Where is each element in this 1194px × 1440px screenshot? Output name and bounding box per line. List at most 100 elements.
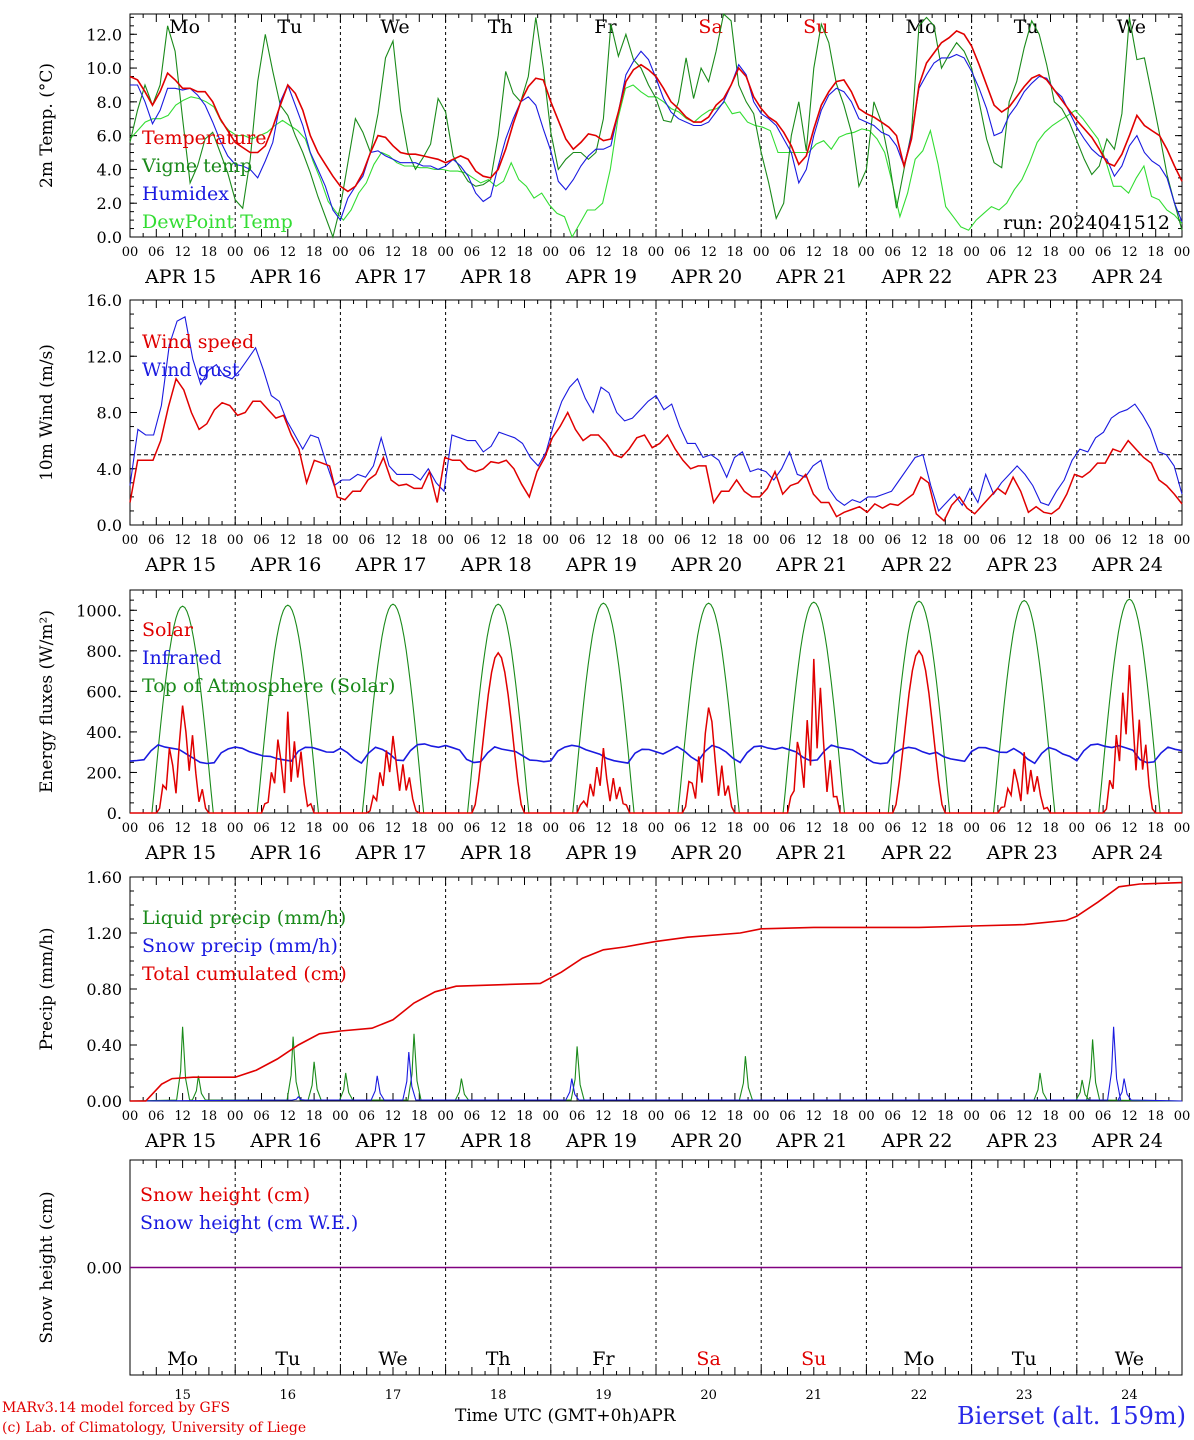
hour-tick-label: 00	[437, 533, 454, 548]
hour-tick-label: 18	[832, 245, 849, 260]
y-tick-label: 0.00	[86, 1092, 122, 1111]
date-label: APR 18	[460, 554, 532, 576]
hour-tick-label: 06	[148, 1109, 165, 1124]
time-axis-label: Time UTC (GMT+0h)APR	[455, 1406, 676, 1426]
hour-tick-label: 06	[990, 245, 1007, 260]
date-label: APR 20	[670, 1130, 742, 1152]
date-label: APR 21	[775, 266, 847, 288]
hour-tick-label: 18	[411, 821, 428, 836]
legend-entry: DewPoint Temp	[142, 211, 293, 233]
day-label-bottom: Th	[486, 1348, 511, 1370]
hour-tick-label: 00	[648, 245, 665, 260]
hour-tick-label: 12	[806, 1109, 823, 1124]
hour-tick-label: 12	[385, 245, 402, 260]
hour-tick-label: 12	[806, 533, 823, 548]
legend-entry: Snow height (cm W.E.)	[140, 1212, 358, 1234]
hour-tick-label: 06	[1095, 1109, 1112, 1124]
hour-tick-label: 06	[674, 821, 691, 836]
day-number-label: 15	[174, 1388, 191, 1400]
hour-tick-label: 12	[806, 821, 823, 836]
date-label: APR 24	[1091, 842, 1163, 864]
hour-tick-label: 12	[174, 821, 191, 836]
hour-tick-label: 00	[122, 1109, 139, 1124]
hour-tick-label: 18	[832, 1109, 849, 1124]
hour-tick-label: 00	[122, 245, 139, 260]
hour-tick-label: 06	[569, 821, 586, 836]
hour-tick-label: 12	[490, 1109, 507, 1124]
day-number-label: 22	[911, 1388, 928, 1400]
date-label: APR 20	[670, 842, 742, 864]
hour-tick-label: 00	[332, 245, 349, 260]
date-label: APR 16	[249, 554, 321, 576]
date-label: APR 19	[565, 842, 637, 864]
hour-tick-label: 18	[1147, 245, 1164, 260]
date-label: APR 21	[775, 842, 847, 864]
hour-tick-label: 06	[358, 245, 375, 260]
month-label: APR	[639, 1406, 676, 1426]
hour-tick-label: 00	[227, 245, 244, 260]
hour-tick-label: 18	[727, 245, 744, 260]
hour-tick-label: 06	[884, 533, 901, 548]
hour-tick-label: 18	[937, 533, 954, 548]
date-label: APR 21	[775, 554, 847, 576]
legend-entry: Solar	[142, 619, 194, 641]
legend-entry: Humidex	[142, 183, 229, 205]
y-tick-label: 0.40	[86, 1036, 122, 1055]
hour-tick-label: 12	[911, 245, 928, 260]
hour-tick-label: 18	[411, 245, 428, 260]
hour-tick-label: 18	[1042, 533, 1059, 548]
y-tick-label: 0.0	[97, 228, 122, 247]
date-label: APR 15	[144, 266, 216, 288]
hour-tick-label: 18	[411, 1109, 428, 1124]
hour-tick-label: 00	[437, 1109, 454, 1124]
hour-tick-label: 00	[227, 533, 244, 548]
date-label: APR 17	[354, 266, 426, 288]
date-label: APR 24	[1091, 266, 1163, 288]
date-label: APR 23	[986, 554, 1058, 576]
hour-tick-label: 18	[937, 1109, 954, 1124]
date-label: APR 22	[880, 1130, 952, 1152]
y-tick-label: 0.80	[86, 980, 122, 999]
hour-tick-label: 00	[1174, 821, 1191, 836]
time-label: Time UTC (GMT+0h)	[455, 1406, 640, 1426]
hour-tick-label: 18	[201, 533, 218, 548]
hour-tick-label: 12	[1121, 533, 1138, 548]
hour-tick-label: 06	[674, 1109, 691, 1124]
hour-tick-label: 18	[201, 245, 218, 260]
y-axis-label: Energy fluxes (W/m²)	[37, 610, 57, 793]
day-label-top: Th	[488, 16, 513, 38]
hour-tick-label: 18	[516, 533, 533, 548]
hour-tick-label: 00	[332, 533, 349, 548]
temp-series-line	[129, 12, 1183, 239]
infrared-line	[129, 743, 1183, 765]
legend-entry: Top of Atmosphere (Solar)	[142, 675, 395, 697]
y-tick-label: 10.0	[86, 59, 122, 78]
hour-tick-label: 00	[227, 1109, 244, 1124]
hour-tick-label: 12	[700, 821, 717, 836]
hour-tick-label: 00	[963, 533, 980, 548]
day-label-bottom: We	[1115, 1348, 1144, 1370]
hour-tick-label: 00	[1069, 821, 1086, 836]
date-label: APR 18	[460, 842, 532, 864]
date-label: APR 15	[144, 554, 216, 576]
date-label: APR 22	[880, 554, 952, 576]
hour-tick-label: 12	[911, 1109, 928, 1124]
hour-tick-label: 12	[595, 821, 612, 836]
y-tick-label: 600.	[86, 682, 122, 701]
date-label: APR 17	[354, 842, 426, 864]
date-label: APR 20	[670, 266, 742, 288]
date-label: APR 23	[986, 842, 1058, 864]
hour-tick-label: 00	[753, 821, 770, 836]
day-number-label: 18	[490, 1388, 507, 1400]
hour-tick-label: 18	[1042, 821, 1059, 836]
hour-tick-label: 18	[727, 533, 744, 548]
hour-tick-label: 00	[753, 533, 770, 548]
hour-tick-label: 06	[1095, 245, 1112, 260]
hour-tick-label: 06	[358, 533, 375, 548]
hour-tick-label: 06	[253, 1109, 270, 1124]
date-label: APR 16	[249, 266, 321, 288]
hour-tick-label: 06	[358, 821, 375, 836]
hour-tick-label: 12	[385, 821, 402, 836]
hour-tick-label: 18	[1147, 1109, 1164, 1124]
date-label: APR 19	[565, 1130, 637, 1152]
